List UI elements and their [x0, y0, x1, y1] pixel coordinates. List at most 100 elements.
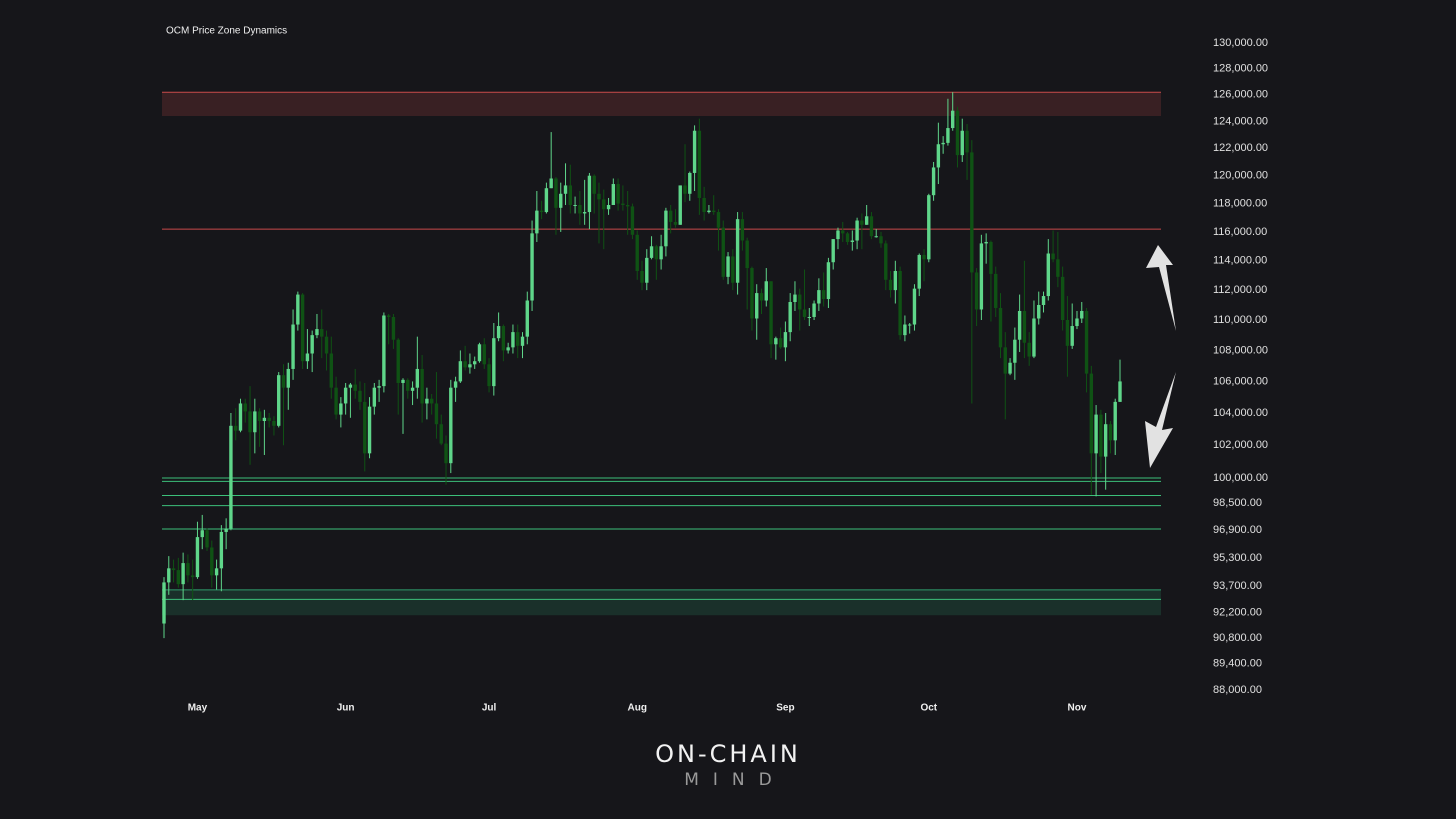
candle-body: [712, 210, 716, 213]
candle-body: [530, 233, 534, 301]
candle-body: [487, 364, 491, 387]
down-arrow: [1145, 372, 1176, 468]
candle-body: [253, 411, 257, 433]
y-tick-label: 124,000.00: [1213, 115, 1268, 127]
candle-body: [501, 326, 506, 351]
candle-body: [358, 390, 362, 402]
x-tick-label: Jun: [337, 703, 355, 714]
candle-body: [300, 294, 305, 362]
candle-body: [420, 368, 424, 404]
candle-body: [606, 204, 611, 210]
candle-body: [162, 582, 166, 624]
candle-layer: [162, 92, 1122, 639]
candle-body: [841, 230, 845, 234]
candle-body: [324, 336, 329, 354]
y-tick-label: 106,000.00: [1213, 375, 1268, 387]
candle-body: [563, 185, 568, 194]
y-tick-label: 128,000.00: [1213, 63, 1268, 75]
candle-body: [965, 130, 969, 153]
y-tick-label: 95,300.00: [1213, 552, 1262, 564]
candle-body: [998, 307, 1003, 348]
candle-body: [492, 338, 496, 387]
candle-body: [353, 384, 357, 391]
candle-body: [960, 130, 964, 156]
candle-body: [688, 172, 692, 194]
candle-body: [425, 398, 429, 404]
candle-body: [453, 381, 458, 388]
candle-body: [444, 443, 448, 464]
y-tick-label: 92,200.00: [1213, 607, 1262, 619]
y-tick-label: 130,000.00: [1213, 37, 1268, 49]
candle-body: [568, 185, 572, 205]
candle-body: [439, 424, 443, 444]
candle-body: [864, 216, 869, 225]
candle-body: [616, 184, 620, 204]
candle-body: [597, 193, 601, 200]
candle-body: [277, 375, 281, 426]
candle-body: [1065, 319, 1070, 346]
candle-body: [320, 329, 324, 337]
candle-body: [1032, 318, 1036, 357]
candle-body: [884, 243, 888, 280]
candle-body: [573, 204, 577, 206]
candle-body: [190, 575, 195, 578]
candle-body: [195, 537, 200, 578]
candle-body: [200, 530, 204, 538]
candle-body: [664, 210, 668, 247]
candle-body: [219, 531, 224, 569]
candle-body: [391, 316, 396, 340]
candle-body: [807, 316, 811, 318]
candle-body: [449, 387, 453, 464]
candle-body: [434, 403, 439, 425]
candle-body: [893, 270, 898, 291]
candle-body: [262, 417, 267, 421]
candle-body: [429, 398, 434, 404]
candle-body: [1099, 414, 1103, 457]
candle-body: [774, 338, 778, 345]
candle-body: [310, 335, 314, 354]
candle-body: [812, 303, 816, 317]
price-zone: [162, 589, 1161, 616]
candle-body: [1103, 424, 1108, 457]
candle-body: [630, 206, 635, 235]
y-tick-label: 122,000.00: [1213, 142, 1268, 154]
candle-body: [539, 210, 544, 213]
y-tick-label: 90,800.00: [1213, 632, 1262, 644]
candle-body: [406, 379, 410, 391]
candle-body: [974, 272, 979, 310]
candle-body: [1008, 362, 1012, 374]
candle-body: [473, 361, 477, 365]
candle-body: [869, 216, 874, 237]
candle-body: [855, 220, 859, 241]
y-tick-label: 110,000.00: [1213, 314, 1267, 326]
candle-body: [721, 227, 725, 277]
x-tick-label: Jul: [482, 703, 497, 714]
candle-body: [396, 339, 400, 383]
candle-body: [281, 375, 286, 388]
candle-body: [343, 387, 348, 404]
y-tick-label: 100,000.00: [1213, 472, 1268, 484]
candle-body: [329, 353, 333, 388]
candle-body: [214, 568, 219, 576]
candle-body: [783, 332, 788, 348]
candle-body: [463, 361, 467, 368]
candle-body: [1118, 381, 1122, 402]
candle-body: [382, 315, 386, 387]
candle-body: [181, 563, 185, 585]
candle-body: [224, 528, 228, 532]
candle-body: [821, 290, 826, 300]
logo-line2: MIND: [684, 770, 786, 790]
candle-body: [315, 329, 319, 336]
candle-body: [640, 270, 644, 283]
price-zone: [162, 92, 1161, 117]
candle-body: [1022, 310, 1027, 343]
up-arrow: [1146, 245, 1176, 331]
candle-body: [238, 403, 243, 431]
candle-body: [559, 193, 563, 208]
x-tick-label: Nov: [1068, 703, 1087, 714]
candle-body: [544, 188, 549, 213]
candle-body: [186, 563, 190, 576]
candle-body: [979, 243, 984, 310]
candle-body: [506, 347, 510, 351]
